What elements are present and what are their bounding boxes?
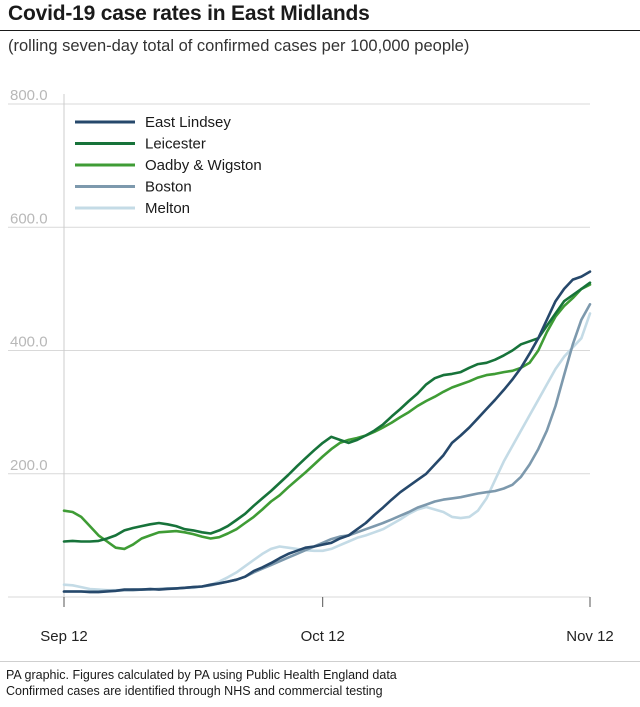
axes-layer: 200.0 400.0 600.0 800.0 Sep 12 Oct 12 Nov 12 <box>8 87 614 645</box>
series-lines <box>62 270 592 594</box>
y-tick-label: 600.0 <box>10 210 48 227</box>
series-line-oadby-wigston <box>62 283 592 551</box>
footer-notes: PA graphic. Figures calculated by PA usi… <box>6 667 397 699</box>
series-line-leicester <box>62 281 592 543</box>
grid-layer <box>8 103 590 475</box>
footer-note: Confirmed cases are identified through N… <box>6 684 383 698</box>
y-tick-label: 200.0 <box>10 457 48 474</box>
x-tick-label: Oct 12 <box>301 628 345 645</box>
chart-subtitle: (rolling seven-day total of confirmed ca… <box>8 37 470 55</box>
title-rule <box>0 30 640 31</box>
chart-title: Covid-19 case rates in East Midlands <box>8 2 370 25</box>
y-tick-label: 800.0 <box>10 87 48 104</box>
x-tick-label: Sep 12 <box>40 628 88 645</box>
legend-label: East Lindsey <box>145 114 231 131</box>
legend-label: Oadby & Wigston <box>145 157 262 174</box>
legend-label: Boston <box>145 179 192 196</box>
line-chart: 200.0 400.0 600.0 800.0 Sep 12 Oct 12 Nov 12 E… <box>8 87 614 645</box>
y-tick-label: 400.0 <box>10 334 48 351</box>
footer-rule <box>0 661 640 662</box>
legend-label: Leicester <box>145 136 206 153</box>
legend-label: Melton <box>145 200 190 217</box>
footer-source: PA graphic. Figures calculated by PA usi… <box>6 668 397 682</box>
legend: East Lindsey Leicester Oadby & Wigston Bost… <box>75 114 262 217</box>
x-tick-label: Nov 12 <box>566 628 614 645</box>
series-line-east-lindsey <box>62 270 592 594</box>
